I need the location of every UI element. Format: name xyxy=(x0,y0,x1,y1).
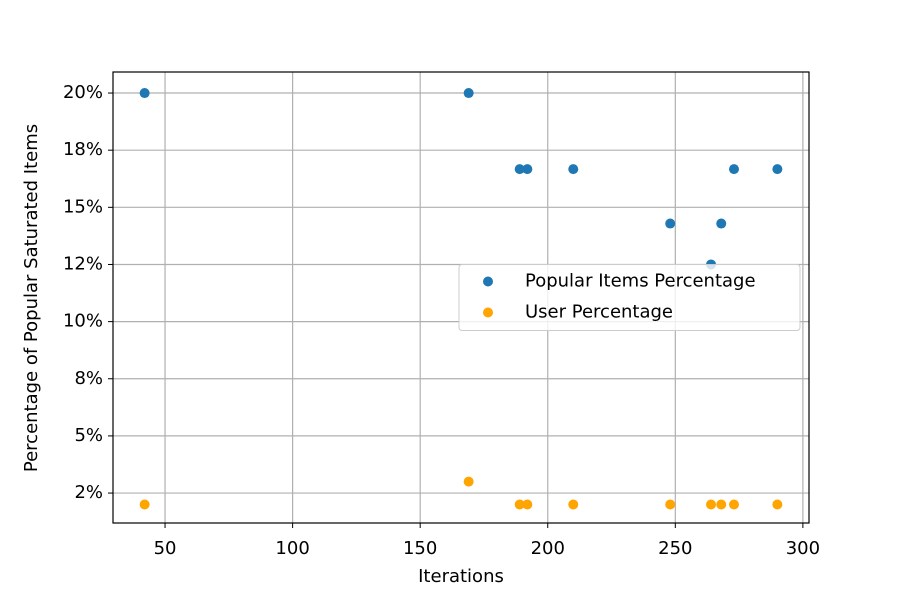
scatter-point xyxy=(522,499,533,510)
scatter-point xyxy=(568,499,579,510)
x-tick-label: 250 xyxy=(658,538,692,559)
scatter-point xyxy=(514,499,525,510)
legend-marker xyxy=(483,307,493,318)
x-tick-label: 200 xyxy=(531,538,565,559)
scatter-point xyxy=(728,499,739,510)
y-tick-label: 18% xyxy=(63,139,103,160)
y-tick-label: 10% xyxy=(63,311,103,332)
scatter-point xyxy=(522,164,533,175)
legend-marker xyxy=(483,276,493,287)
x-tick-label: 150 xyxy=(403,538,437,559)
scatter-point xyxy=(665,499,676,510)
y-tick-label: 15% xyxy=(63,196,103,217)
scatter-point xyxy=(514,164,525,175)
scatter-point xyxy=(728,164,739,175)
legend-label: User Percentage xyxy=(525,302,673,323)
x-axis-label: Iterations xyxy=(418,566,504,587)
scatter-point xyxy=(665,218,676,229)
scatter-point xyxy=(139,499,150,510)
legend-box xyxy=(458,264,801,331)
x-tick-label: 300 xyxy=(786,538,820,559)
y-tick-label: 12% xyxy=(63,253,103,274)
legend-label: Popular Items Percentage xyxy=(525,271,756,292)
plot-frame xyxy=(112,71,810,524)
x-tick-label: 50 xyxy=(154,538,177,559)
y-tick-label: 20% xyxy=(63,82,103,103)
scatter-point xyxy=(716,218,727,229)
scatter-point xyxy=(772,499,783,510)
y-tick-label: 5% xyxy=(74,425,103,446)
x-tick-label: 100 xyxy=(275,538,309,559)
y-tick-label: 8% xyxy=(74,368,103,389)
scatter-point xyxy=(463,476,474,487)
scatter-point xyxy=(716,499,727,510)
scatter-point xyxy=(706,499,717,510)
y-axis-label: Percentage of Popular Saturated Items xyxy=(21,124,42,472)
y-tick-label: 2% xyxy=(74,482,103,503)
scatter-point xyxy=(772,164,783,175)
scatter-point xyxy=(463,88,474,99)
scatter-point xyxy=(568,164,579,175)
scatter-point xyxy=(139,88,150,99)
